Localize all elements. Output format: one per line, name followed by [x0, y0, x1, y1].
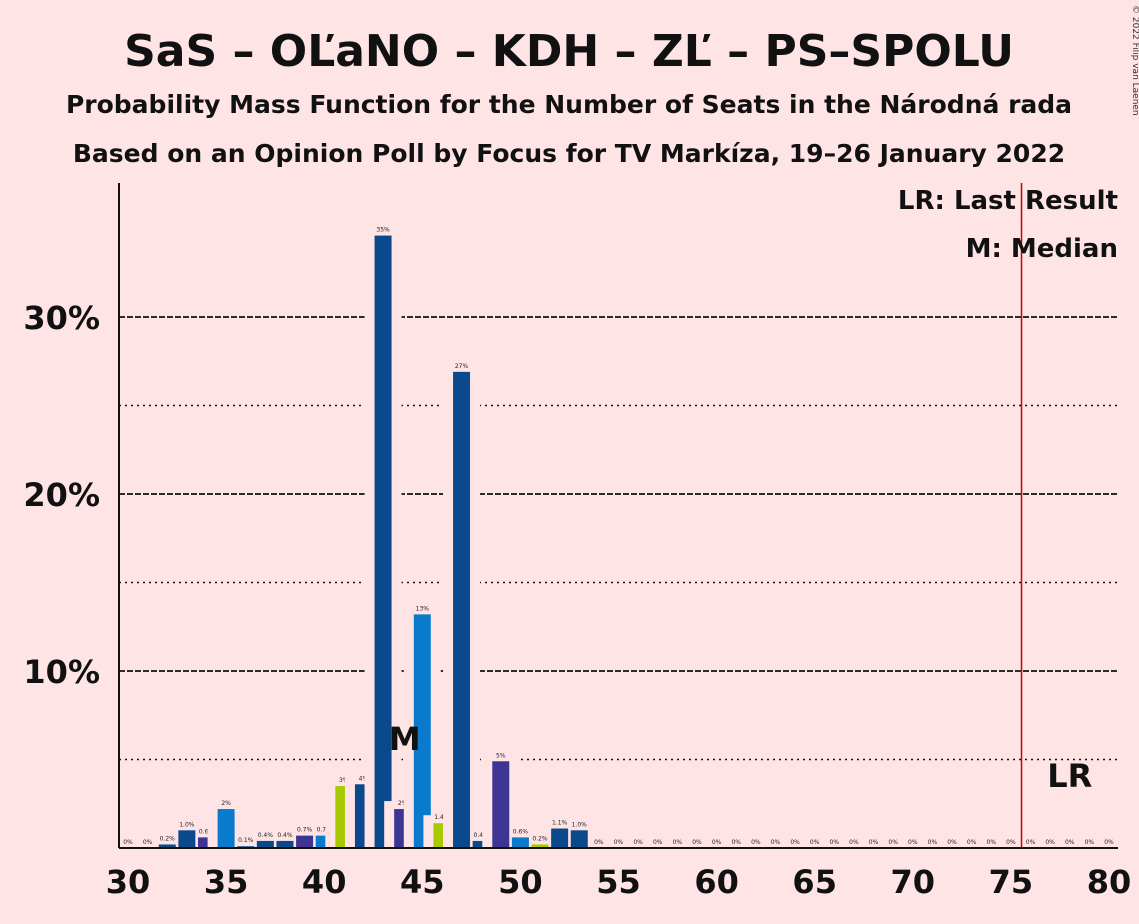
bar-seat-34: [197, 837, 215, 848]
bar-value-label: 0%: [594, 839, 604, 846]
bar-value-label: 0%: [123, 839, 133, 846]
last-result-marker: LR: [1047, 757, 1092, 795]
bar-value-label: 0%: [869, 839, 879, 846]
bar-seat-50: [511, 837, 529, 848]
bar-value-label: 4%: [359, 775, 369, 782]
y-tick-label: 20%: [23, 476, 100, 514]
x-tick-label: 75: [989, 863, 1034, 901]
bar-value-label: 0.6%: [199, 828, 215, 835]
bar-seat-47: [453, 371, 471, 848]
bar-value-label: 0.7%: [317, 827, 333, 834]
bar-seat-51: [531, 844, 549, 848]
gridlines: [119, 316, 1118, 761]
x-tick-label: 60: [694, 863, 739, 901]
bar-value-label: 0.1%: [238, 837, 254, 844]
axes: 10% 20% 30% 30 35 40 45 50 55 60 65 70 75 80: [23, 183, 1131, 901]
chart-subtitle-poll: Based on an Opinion Poll by Focus for TV…: [73, 139, 1065, 168]
bar-value-label: 0%: [771, 839, 781, 846]
y-tick-label: 10%: [23, 653, 100, 691]
bar-value-label: 0%: [987, 839, 997, 846]
bar-value-label: 0%: [830, 839, 840, 846]
bar-value-label: 0%: [1085, 839, 1095, 846]
bar-value-label: 0%: [751, 839, 761, 846]
x-tick-label: 50: [498, 863, 543, 901]
bar-value-label: 5%: [496, 752, 506, 759]
bar-seat-39: [296, 835, 314, 848]
legend: LR: Last Result M: Median: [898, 186, 1118, 264]
bar-value-label: 0%: [928, 839, 938, 846]
bar-seat-52: [551, 828, 569, 848]
bar-value-label: 0%: [810, 839, 820, 846]
bar-value-label: 0.2%: [532, 835, 548, 842]
bar-value-label: 0%: [1045, 839, 1055, 846]
bar-value-label: 2%: [398, 800, 408, 807]
bar-value-label: 35%: [376, 227, 390, 234]
bar-value-label: 1.1%: [552, 820, 568, 827]
bar-value-label: 0%: [967, 839, 977, 846]
chart-title: SaS – OĽaNO – KDH – ZĽ – PS–SPOLU: [124, 26, 1014, 77]
bar-seat-43: [374, 235, 392, 848]
bar-value-label: 0%: [1065, 839, 1075, 846]
legend-last-result: LR: Last Result: [898, 186, 1118, 216]
bar-value-label: 1.4%: [434, 814, 450, 821]
bar-value-label: 0%: [849, 839, 859, 846]
x-tick-label: 55: [596, 863, 641, 901]
bar-value-label: 13%: [416, 605, 430, 612]
bar-seat-35: [217, 809, 235, 848]
bar-value-label: 0.4%: [277, 832, 293, 839]
x-tick-label: 35: [204, 863, 249, 901]
bar-value-label: 0.6%: [513, 828, 529, 835]
y-tick-label: 30%: [23, 299, 100, 337]
bar-seat-38: [276, 840, 294, 848]
bar-value-label: 2%: [221, 800, 231, 807]
bar-value-label: 0.4%: [258, 832, 274, 839]
bar-value-label: 0%: [947, 839, 957, 846]
bar-value-label: 27%: [455, 363, 469, 370]
x-tick-label: 65: [792, 863, 837, 901]
bar-value-label: 0%: [143, 839, 153, 846]
bar-value-label: 3%: [339, 777, 349, 784]
bar-value-label: 0%: [888, 839, 898, 846]
bar-value-label: 0%: [1006, 839, 1016, 846]
bar-seat-48: [472, 840, 490, 848]
bar-value-label: 0%: [908, 839, 918, 846]
x-tick-label: 80: [1087, 863, 1132, 901]
bar-seat-37: [256, 840, 274, 848]
bar-value-label: 0%: [1026, 839, 1036, 846]
chart-subtitle: Probability Mass Function for the Number…: [66, 90, 1072, 119]
bar-seat-49: [492, 761, 510, 848]
bar-value-label: 0.7%: [297, 827, 313, 834]
x-tick-label: 70: [891, 863, 936, 901]
bar-value-label: 0.4%: [474, 832, 490, 839]
bar-value-label: 0%: [731, 839, 741, 846]
bar-value-label: 0.2%: [160, 835, 176, 842]
x-tick-label: 45: [400, 863, 445, 901]
bar-seat-33: [178, 830, 196, 848]
bar-value-label: 0%: [712, 839, 722, 846]
bar-value-label: 0%: [653, 839, 663, 846]
bar-value-label: 1.0%: [179, 821, 195, 828]
copyright-text: © 2022 Filip van Laenen: [1130, 5, 1139, 116]
bar-value-label: 0%: [790, 839, 800, 846]
bar-value-label: 1.0%: [572, 821, 588, 828]
bars: 0% 0%0.2%1.0%0.6%2%0.1%0.4% 0.4%0.7% 0.7%3%…: [123, 183, 1114, 848]
x-tick-label: 30: [106, 863, 151, 901]
bar-value-label: 0%: [633, 839, 643, 846]
bar-seat-53: [570, 830, 588, 848]
bar-value-label: 0%: [614, 839, 624, 846]
median-marker: M: [389, 720, 421, 758]
legend-median: M: Median: [966, 234, 1118, 264]
bar-value-label: 0%: [1104, 839, 1114, 846]
bar-value-label: 0%: [673, 839, 683, 846]
bar-seat-45: [413, 614, 431, 848]
bar-seat-32: [158, 844, 176, 848]
x-tick-label: 40: [302, 863, 347, 901]
bar-value-label: 0%: [692, 839, 702, 846]
